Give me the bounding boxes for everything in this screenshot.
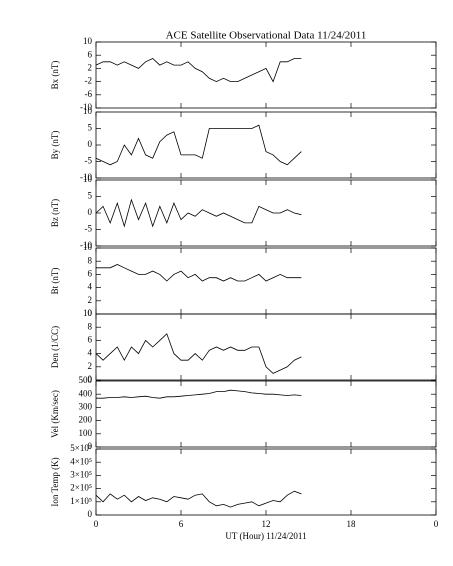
x-tick-label: 0: [434, 519, 439, 529]
y-tick-label: 200: [79, 415, 93, 425]
y-tick-label: -10: [80, 172, 92, 182]
x-tick-label: 12: [262, 519, 271, 529]
panel-frame: [95, 41, 437, 109]
x-tick-label: 0: [94, 519, 99, 529]
y-tick-label: 10: [83, 242, 93, 252]
y-tick-label: -2: [85, 76, 93, 86]
y-tick-label: 8: [88, 321, 93, 331]
y-tick-label: -10: [80, 240, 92, 250]
y-tick-label: 3×10⁵: [70, 469, 92, 479]
y-tick-label: 8: [88, 255, 93, 265]
y-tick-label: 0: [88, 509, 93, 519]
y-tick-label: -10: [80, 102, 92, 112]
y-tick-label: 2×10⁵: [70, 483, 92, 493]
y-tick-label: 300: [79, 401, 93, 411]
panel-frame: [95, 313, 437, 381]
y-tick-label: 10: [83, 174, 93, 184]
data-line: [95, 490, 302, 508]
y-tick-label: 6: [88, 49, 93, 59]
y-tick-label: -6: [85, 89, 93, 99]
y-tick-label: 0: [88, 207, 93, 217]
data-line: [95, 124, 302, 166]
y-axis-label: Den (1/CC): [50, 326, 60, 368]
chart-title: ACE Satellite Observational Data 11/24/2…: [166, 30, 367, 42]
y-tick-label: 4×10⁵: [70, 456, 92, 466]
y-axis-label: Bx (nT): [50, 61, 60, 90]
y-axis-label: By (nT): [50, 131, 60, 160]
y-tick-label: 0: [88, 139, 93, 149]
x-axis-label: UT (Hour) 11/24/2011: [225, 531, 306, 541]
panel-frame: [95, 111, 437, 179]
y-tick-label: 0: [88, 308, 93, 318]
y-tick-label: 6: [88, 334, 93, 344]
y-tick-label: 4: [88, 348, 93, 358]
y-axis-label: Vel (Km/sec): [50, 390, 60, 438]
y-tick-label: 0: [88, 441, 93, 451]
x-tick-label: 6: [179, 519, 184, 529]
y-tick-label: 10: [83, 106, 93, 116]
y-tick-label: 5×10⁵: [70, 443, 92, 453]
y-tick-label: 500: [79, 375, 93, 385]
panel-frame: [95, 380, 437, 448]
y-tick-label: 10: [83, 36, 93, 46]
y-tick-label: 10: [83, 308, 93, 318]
y-tick-label: 400: [79, 388, 93, 398]
panel-frame: [95, 179, 437, 247]
data-line: [95, 198, 302, 228]
y-tick-label: -5: [85, 156, 93, 166]
data-line: [96, 264, 302, 282]
y-tick-label: 2: [88, 62, 93, 72]
y-tick-label: 100: [79, 428, 93, 438]
x-tick-label: 18: [347, 519, 357, 529]
y-axis-label: Bt (nT): [50, 268, 60, 295]
data-line: [95, 58, 302, 83]
panel-frame: [95, 448, 437, 516]
y-tick-label: 0: [88, 374, 93, 384]
y-tick-label: 2: [88, 295, 93, 305]
data-line: [95, 333, 302, 374]
y-axis-label: Ion Temp (K): [50, 457, 60, 506]
y-tick-label: 6: [88, 268, 93, 278]
y-tick-label: 2: [88, 361, 93, 371]
y-axis-label: Bz (nT): [50, 199, 60, 227]
y-tick-label: 1×10⁵: [70, 496, 92, 506]
data-line: [96, 389, 302, 399]
y-tick-label: -5: [85, 224, 93, 234]
y-tick-label: 5: [88, 123, 93, 133]
y-tick-label: 5: [88, 191, 93, 201]
y-tick-label: 4: [88, 282, 93, 292]
